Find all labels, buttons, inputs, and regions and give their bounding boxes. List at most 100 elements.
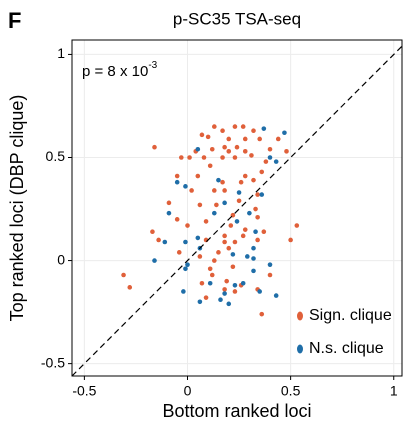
point <box>259 311 265 317</box>
point <box>174 179 180 185</box>
point <box>181 289 186 294</box>
point <box>212 188 217 193</box>
point <box>226 245 232 251</box>
point <box>222 291 227 296</box>
point <box>212 258 217 263</box>
legend-label: Sign. clique <box>309 307 392 324</box>
point <box>216 177 221 183</box>
point <box>294 223 300 228</box>
point <box>226 301 232 307</box>
point <box>267 155 273 160</box>
point <box>261 229 267 235</box>
point <box>228 223 234 228</box>
point <box>226 136 232 142</box>
point <box>236 190 242 195</box>
point <box>259 192 265 197</box>
point <box>251 245 256 251</box>
point <box>251 256 256 261</box>
point <box>209 146 215 152</box>
x-tick-label: 0.5 <box>281 383 301 399</box>
point <box>220 128 225 133</box>
point <box>232 155 238 160</box>
point <box>255 237 260 243</box>
point <box>183 266 188 272</box>
point <box>224 278 229 284</box>
point <box>251 268 256 274</box>
point <box>267 272 273 278</box>
point <box>236 198 242 204</box>
annotation-text: p = 8 x 10 <box>82 63 148 80</box>
point <box>232 289 238 294</box>
point <box>205 134 211 140</box>
point <box>189 188 194 193</box>
point <box>275 136 281 142</box>
point <box>179 155 184 160</box>
point <box>185 223 190 228</box>
point <box>197 299 203 305</box>
point <box>195 173 201 179</box>
point <box>232 239 238 245</box>
point <box>220 179 225 185</box>
point <box>220 155 225 160</box>
point <box>209 272 215 278</box>
point <box>242 149 248 154</box>
point <box>263 159 269 164</box>
point <box>222 200 227 206</box>
chart-title: p-SC35 TSA-seq <box>173 9 301 28</box>
x-tick-label: 1 <box>390 383 398 399</box>
x-axis-label: Bottom ranked loci <box>162 401 311 421</box>
point <box>127 285 133 290</box>
point <box>216 250 221 255</box>
point <box>232 283 238 288</box>
point <box>166 210 172 216</box>
point <box>222 144 227 150</box>
point <box>162 239 168 245</box>
point <box>203 295 209 300</box>
point <box>267 146 273 152</box>
point <box>232 124 238 129</box>
point <box>185 262 190 267</box>
point <box>218 297 223 303</box>
point <box>261 126 267 131</box>
point <box>197 254 203 259</box>
point <box>255 192 260 197</box>
point <box>240 124 246 129</box>
point <box>212 124 217 129</box>
point <box>251 177 256 183</box>
x-tick-label: -0.5 <box>72 383 96 399</box>
point <box>284 149 289 154</box>
point <box>282 130 287 136</box>
point <box>257 289 262 294</box>
point <box>242 136 248 142</box>
point <box>203 219 209 224</box>
point <box>199 280 205 286</box>
annotation: p = 8 x 10-3 <box>82 60 158 80</box>
y-tick-label: 0 <box>57 251 65 267</box>
point <box>251 128 256 133</box>
point <box>121 272 126 278</box>
point <box>267 262 273 267</box>
point <box>288 237 293 243</box>
y-tick-label: 1 <box>57 45 65 61</box>
annotation-exponent: -3 <box>148 60 157 71</box>
point <box>253 206 258 212</box>
point <box>207 266 213 272</box>
legend-marker <box>297 344 303 354</box>
point <box>195 235 201 241</box>
point <box>199 132 205 138</box>
point <box>238 179 244 185</box>
point <box>242 173 248 179</box>
panel-label: F <box>8 8 21 33</box>
point <box>176 250 182 255</box>
point <box>183 239 188 245</box>
point <box>257 136 262 142</box>
point <box>259 169 265 175</box>
point <box>166 200 172 206</box>
grid <box>72 40 402 376</box>
point <box>174 173 180 179</box>
point <box>242 227 248 232</box>
y-axis-label: Top ranked loci (DBP clique) <box>7 95 27 322</box>
point <box>222 233 227 239</box>
